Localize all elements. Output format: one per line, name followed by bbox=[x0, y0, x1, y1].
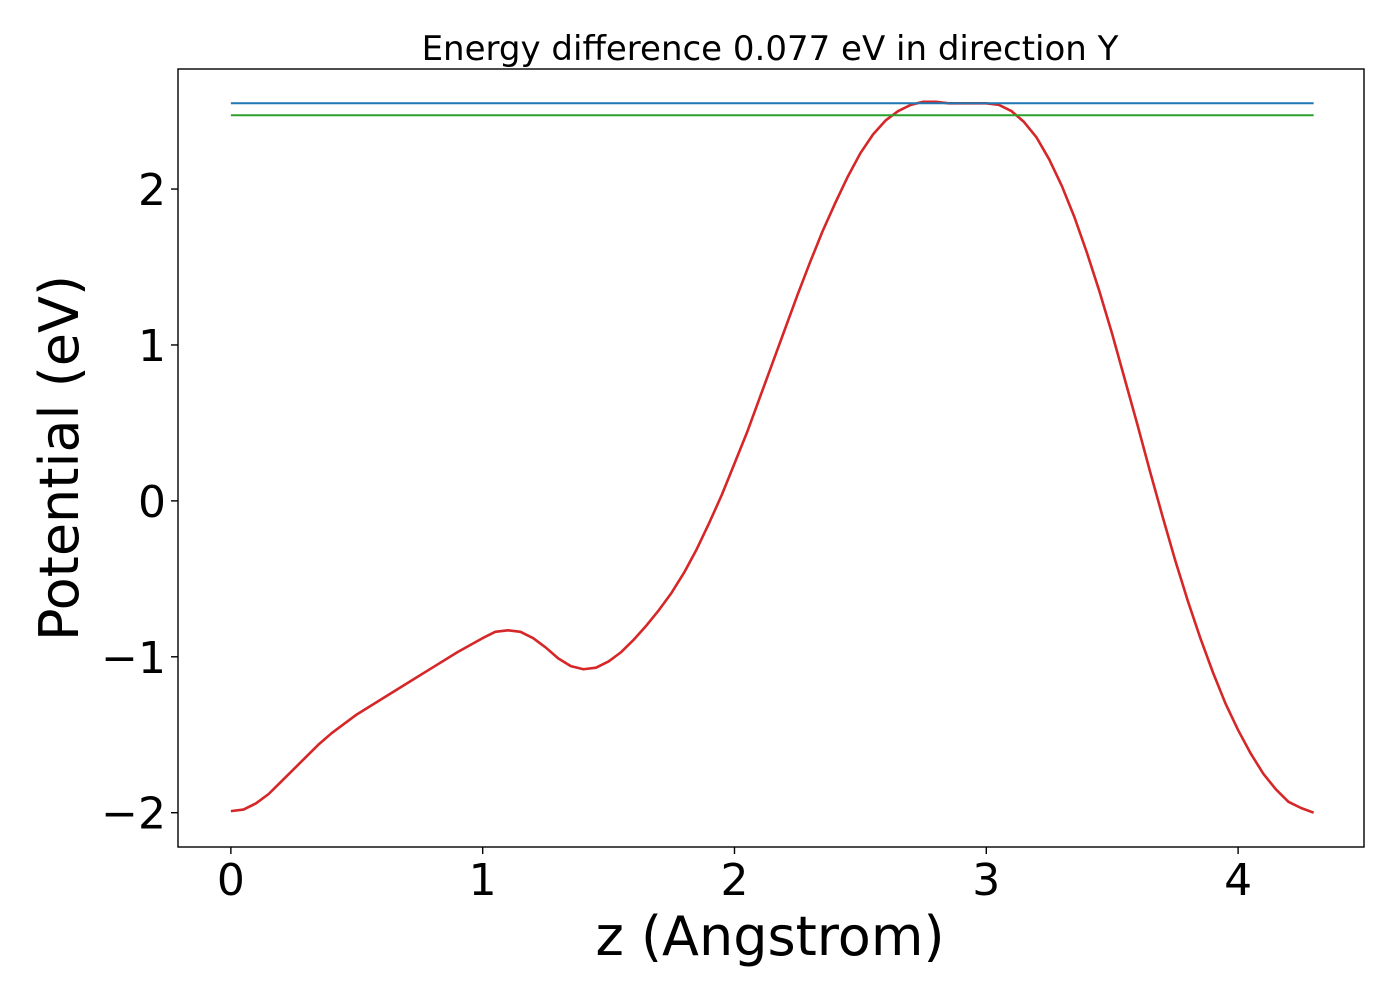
chart-title: Energy difference 0.077 eV in direction … bbox=[422, 29, 1119, 69]
x-tick-label: 0 bbox=[217, 855, 245, 906]
series-line-1 bbox=[230, 100, 1315, 814]
series-layer bbox=[230, 100, 1315, 814]
y-axis-label: Potential (eV) bbox=[28, 275, 91, 641]
y-tick-label: −1 bbox=[101, 633, 166, 684]
x-axis-ticks: 0 1 2 3 4 bbox=[217, 847, 1252, 906]
y-tick-label: 1 bbox=[138, 321, 166, 372]
x-tick-label: 1 bbox=[469, 855, 497, 906]
x-tick-label: 2 bbox=[720, 855, 748, 906]
y-tick-label: 2 bbox=[138, 165, 166, 216]
x-axis-label: z (Angstrom) bbox=[595, 905, 944, 968]
plot-frame bbox=[177, 68, 1365, 848]
y-tick-label: −2 bbox=[101, 789, 166, 840]
x-tick-label: 4 bbox=[1224, 855, 1252, 906]
y-tick-label: 0 bbox=[138, 477, 166, 528]
y-axis-ticks: −2 −1 0 1 2 bbox=[101, 165, 178, 840]
x-tick-label: 3 bbox=[972, 855, 1000, 906]
